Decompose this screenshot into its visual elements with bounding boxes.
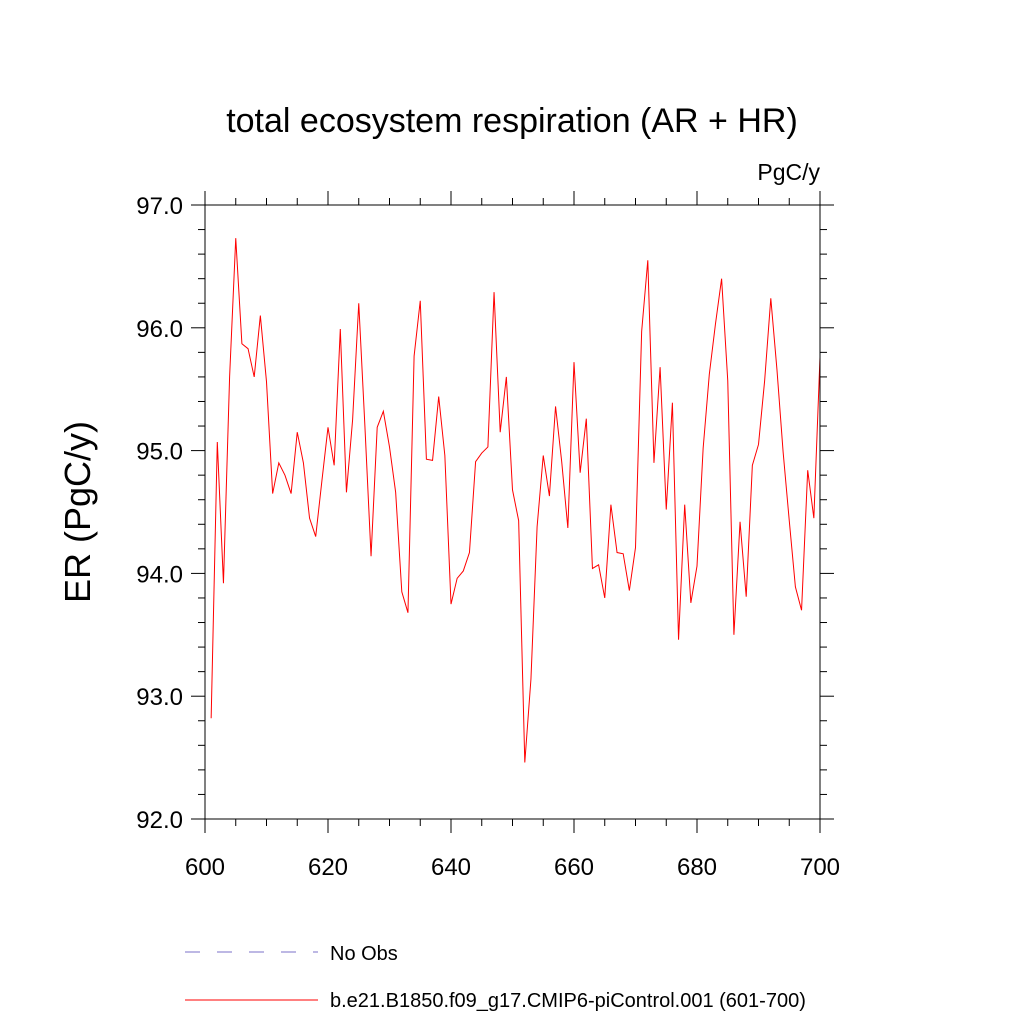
y-axis-label: ER (PgC/y) <box>57 421 98 603</box>
y-tick-label: 97.0 <box>136 193 183 220</box>
tick-layer <box>191 191 834 833</box>
x-tick-label: 700 <box>800 854 840 881</box>
y-tick-label: 96.0 <box>136 316 183 343</box>
x-tick-label: 680 <box>677 854 717 881</box>
x-tick-label: 620 <box>308 854 348 881</box>
legend-label-model: b.e21.B1850.f09_g17.CMIP6-piControl.001 … <box>330 990 806 1012</box>
legend: b.e21.B1850.f09_g17.CMIP6-piControl.001 … <box>185 943 806 1012</box>
x-tick-label: 640 <box>431 854 471 881</box>
y-tick-label: 95.0 <box>136 439 183 466</box>
plot-frame <box>204 204 821 820</box>
y-tick-label: 94.0 <box>136 561 183 588</box>
chart-title: total ecosystem respiration (AR + HR) <box>226 102 798 140</box>
y-tick-label: 92.0 <box>136 807 183 834</box>
data-layer <box>210 238 821 763</box>
units-label: PgC/y <box>757 159 820 185</box>
x-tick-label: 660 <box>554 854 594 881</box>
tick-labels: 92.0 93.0 94.0 95.0 96.0 97.0 600 620 640 660 680 7… <box>136 193 840 881</box>
series-line-0 <box>210 238 821 763</box>
legend-label-no-obs: No Obs <box>330 943 398 965</box>
x-tick-label: 600 <box>185 854 225 881</box>
y-tick-label: 93.0 <box>136 684 183 711</box>
